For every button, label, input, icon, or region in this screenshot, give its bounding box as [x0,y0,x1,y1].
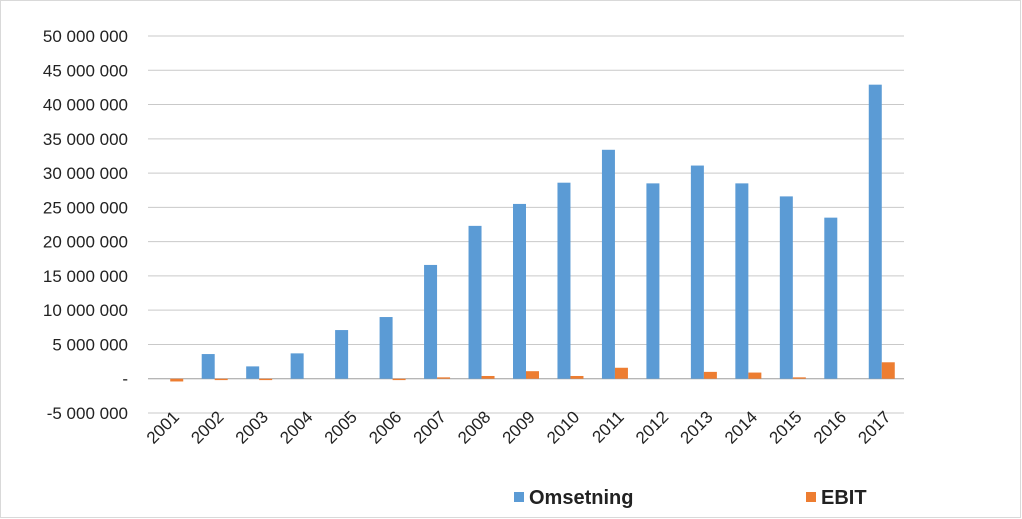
bar-ebit-2017 [881,362,895,379]
bars [170,84,895,382]
y-axis-labels: 50 000 000 45 000 000 40 000 000 35 000 000… [43,27,128,423]
y-tick-label: 10 000 000 [43,301,128,320]
y-tick-label: 15 000 000 [43,267,128,286]
bar-ebit-2002 [214,378,228,381]
y-tick-label: 5 000 000 [52,335,128,354]
bar-omsetning-2015 [779,196,793,379]
bar-omsetning-2008 [468,225,482,379]
bar-omsetning-2013 [690,165,704,379]
y-tick-label: -5 000 000 [47,404,128,423]
bar-ebit-2006 [392,378,406,381]
bar-omsetning-2014 [735,183,749,379]
y-tick-label: 50 000 000 [43,27,128,46]
bar-omsetning-2002 [201,354,215,379]
y-tick-label: 20 000 000 [43,233,128,252]
y-tick-label: 30 000 000 [43,164,128,183]
bar-omsetning-2009 [513,203,526,379]
bar-ebit-2011 [614,367,628,379]
bar-ebit-2001 [170,378,184,382]
bar-omsetning-2017 [868,84,882,379]
bar-omsetning-2011 [601,149,615,379]
legend-swatch-ebit [806,492,816,502]
y-tick-label: 35 000 000 [43,130,128,149]
bar-omsetning-2016 [824,217,838,379]
legend-label-ebit: EBIT [821,487,867,509]
bar-omsetning-2010 [557,182,571,379]
bar-ebit-2015 [792,377,806,379]
bar-omsetning-2004 [290,353,304,379]
bar-omsetning-2006 [379,317,393,379]
bar-omsetning-2005 [335,330,349,379]
bar-ebit-2003 [259,378,273,381]
bar-ebit-2007 [437,377,451,379]
y-tick-label: 40 000 000 [43,96,128,115]
bar-omsetning-2007 [424,264,438,379]
bar-ebit-2013 [703,371,717,379]
bar-omsetning-2012 [646,183,660,379]
y-tick-label: - [122,370,128,389]
y-tick-label: 25 000 000 [43,198,128,217]
bar-omsetning-2003 [246,366,260,379]
legend: Omsetning EBIT [514,487,867,509]
bar-ebit-2014 [748,372,762,379]
legend-swatch-omsetning [514,492,524,502]
bar-ebit-2009 [526,371,539,379]
y-tick-label: 45 000 000 [43,61,128,80]
bar-ebit-2008 [481,375,495,379]
bar-ebit-2010 [570,375,584,379]
legend-label-omsetning: Omsetning [529,487,633,509]
